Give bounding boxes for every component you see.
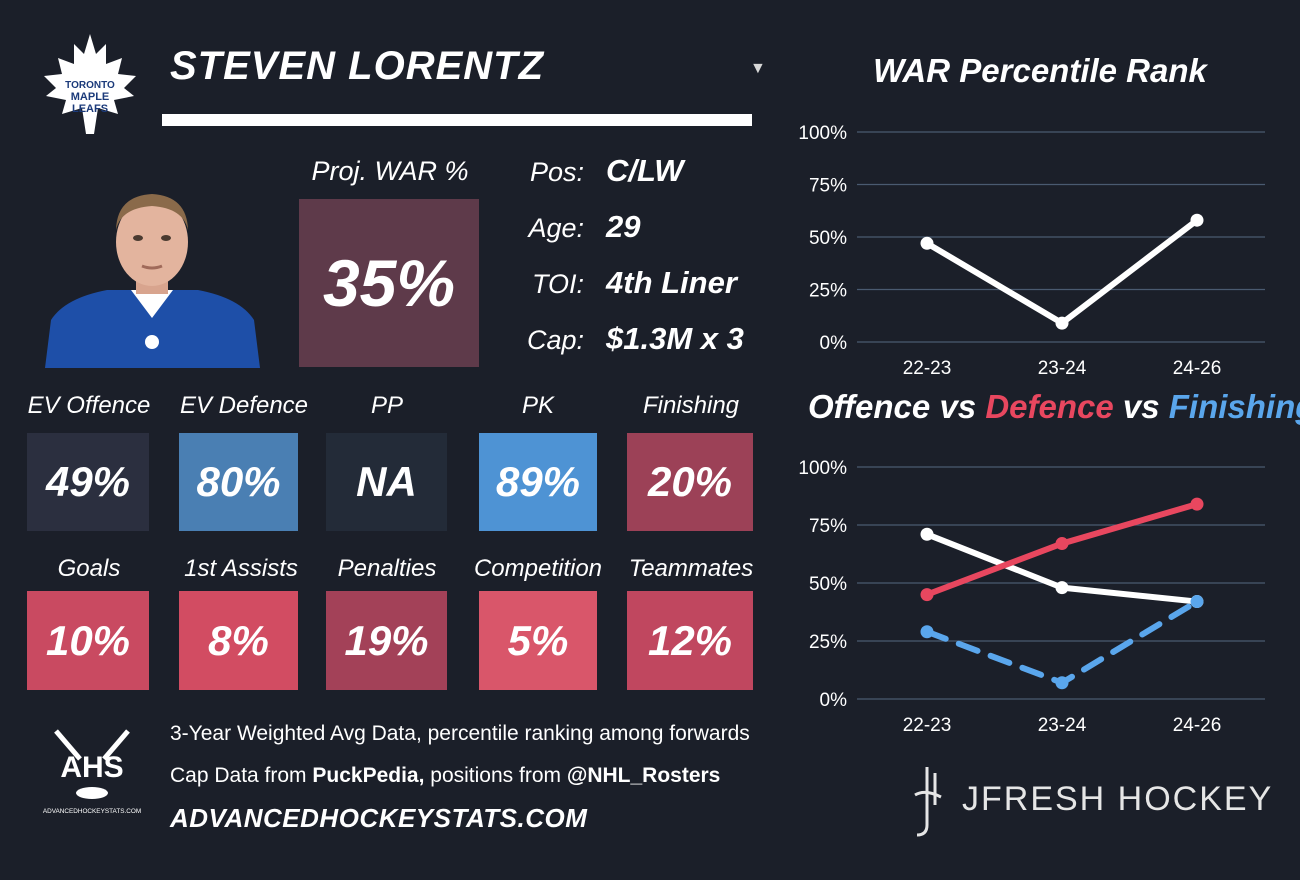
footer-site[interactable]: ADVANCEDHOCKEYSTATS.COM xyxy=(170,803,588,833)
nhl-rosters-link[interactable]: @NHL_Rosters xyxy=(566,764,721,787)
data-point xyxy=(1055,676,1069,690)
tile-label-teammates: Teammates xyxy=(628,555,754,582)
chart2-title-vs: vs xyxy=(930,388,986,425)
info-label: Age: xyxy=(528,213,584,243)
jfresh-brand: JFRESH HOCKEY xyxy=(962,780,1274,818)
tile-label-finishing: Finishing xyxy=(642,392,740,419)
info-row-age: Age: 29 xyxy=(520,209,780,249)
tile-ev-defence: 80% xyxy=(179,433,298,531)
caret-down-icon[interactable]: ▼ xyxy=(750,60,766,77)
data-point xyxy=(1055,581,1069,595)
offence-defence-finishing-chart: 0% 25% 50% 75% 100% 22-23 23-24 24-26 xyxy=(798,458,1265,736)
y-tick-label: 25% xyxy=(809,281,847,302)
chart2-title-defence: Defence xyxy=(985,388,1114,425)
ahs-logo-sub: ADVANCEDHOCKEYSTATS.COM xyxy=(43,808,141,815)
info-label: TOI: xyxy=(531,269,584,299)
footer-text: positions from xyxy=(424,764,567,787)
war-percentile-chart: 0% 25% 50% 75% 100% 22-23 23-24 24-26 xyxy=(798,123,1265,379)
info-row-pos: Pos: C/LW xyxy=(520,153,780,193)
chart1-title: WAR Percentile Rank xyxy=(873,52,1207,89)
maple-leafs-logo: TORONTO MAPLE LEAFS xyxy=(44,34,136,134)
tile-ev-offence: 49% xyxy=(27,433,149,531)
y-tick-label: 0% xyxy=(820,333,848,354)
ahs-logo: AHS ADVANCEDHOCKEYSTATS.COM xyxy=(43,729,141,815)
chart2-title-finishing: Finishing xyxy=(1168,388,1300,425)
x-tick-label: 24-26 xyxy=(1173,358,1222,379)
y-tick-label: 100% xyxy=(798,458,847,479)
data-point xyxy=(920,588,934,602)
info-value: 4th Liner xyxy=(606,265,737,300)
y-tick-label: 100% xyxy=(798,123,847,144)
tile-label-competition: Competition xyxy=(473,555,603,582)
logo-text-3: LEAFS xyxy=(72,103,108,115)
footer-text: Cap Data from xyxy=(170,764,313,787)
data-point xyxy=(1190,497,1204,511)
name-underline xyxy=(162,114,752,126)
footer-line-2: Cap Data from PuckPedia, positions from … xyxy=(170,764,720,788)
x-tick-label: 22-23 xyxy=(903,358,952,379)
y-tick-label: 75% xyxy=(809,176,847,197)
info-value: $1.3M x 3 xyxy=(606,321,744,356)
info-value: 29 xyxy=(606,209,641,244)
tile-goals: 10% xyxy=(27,591,149,690)
tile-penalties: 19% xyxy=(326,591,447,690)
tile-label-ev-offence: EV Offence xyxy=(27,392,151,419)
player-name: STEVEN LORENTZ xyxy=(170,44,545,88)
tile-label-pp: PP xyxy=(370,392,403,419)
data-point xyxy=(1190,213,1204,227)
y-tick-label: 75% xyxy=(809,516,847,537)
info-label: Cap: xyxy=(526,325,584,355)
tile-label-goals: Goals xyxy=(57,555,121,582)
chart2-title-vs: vs xyxy=(1113,388,1169,425)
jfresh-mark-icon xyxy=(914,767,942,837)
info-row-toi: TOI: 4th Liner xyxy=(520,265,780,305)
proj-war-label: Proj. WAR % xyxy=(311,156,469,186)
data-point xyxy=(1055,537,1069,551)
tile-teammates: 12% xyxy=(627,591,753,690)
tile-pk: 89% xyxy=(479,433,597,531)
data-point xyxy=(920,625,934,639)
x-tick-label: 24-26 xyxy=(1173,715,1222,736)
x-tick-label: 23-24 xyxy=(1038,358,1087,379)
data-point xyxy=(1055,316,1069,330)
tile-pp: NA xyxy=(326,433,447,531)
puckpedia-link[interactable]: PuckPedia, xyxy=(312,764,425,787)
tile-finishing: 20% xyxy=(627,433,753,531)
tile-label-ev-defence: EV Defence xyxy=(179,392,309,419)
tile-competition: 5% xyxy=(479,591,597,690)
series-line xyxy=(924,598,1200,686)
logo-text-2: MAPLE xyxy=(71,91,110,103)
tile-label-pk: PK xyxy=(521,392,554,419)
data-point xyxy=(920,527,934,541)
y-tick-label: 0% xyxy=(820,690,848,711)
y-tick-label: 50% xyxy=(809,574,847,595)
y-tick-label: 50% xyxy=(809,228,847,249)
data-point xyxy=(920,236,934,250)
logo-text-1: TORONTO xyxy=(65,80,115,91)
y-tick-label: 25% xyxy=(809,632,847,653)
tile-label-penalties: Penalties xyxy=(337,555,437,582)
footer-line-1: 3-Year Weighted Avg Data, percentile ran… xyxy=(170,722,750,745)
info-value: C/LW xyxy=(606,153,684,188)
tile-1st-assists: 8% xyxy=(179,591,298,690)
ahs-logo-text: AHS xyxy=(60,751,123,784)
chart2-title-offence: Offence xyxy=(808,388,931,425)
chart2-title: Offence vs Defence vs Finishing xyxy=(808,388,1300,426)
info-label: Pos: xyxy=(529,157,584,187)
info-row-cap: Cap: $1.3M x 3 xyxy=(520,321,780,361)
x-tick-label: 22-23 xyxy=(903,715,952,736)
series-line xyxy=(924,217,1200,327)
data-point xyxy=(1190,595,1204,609)
player-photo xyxy=(45,194,260,368)
tile-label-1st-assists: 1st Assists xyxy=(184,555,298,582)
proj-war-value: 35% xyxy=(299,199,479,367)
x-tick-label: 23-24 xyxy=(1038,715,1087,736)
